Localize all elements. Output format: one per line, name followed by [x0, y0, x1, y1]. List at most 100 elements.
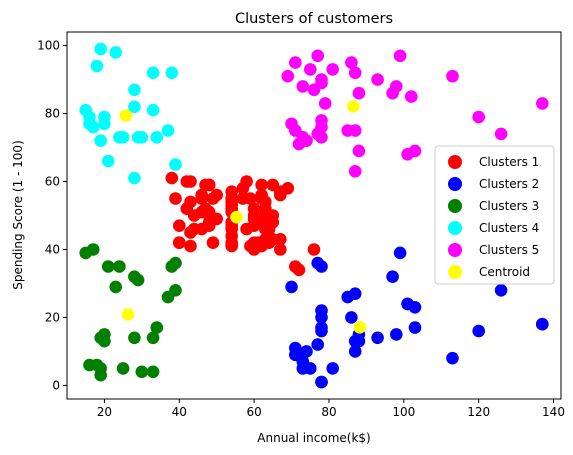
- point-series-5-29: [390, 80, 403, 93]
- point-series-1-40: [225, 185, 238, 198]
- y-tick-label-80: 80: [45, 107, 60, 121]
- point-series-3-18: [146, 331, 160, 345]
- point-series-5-34: [446, 69, 459, 83]
- point-series-2-16: [315, 260, 328, 273]
- point-series-1-29: [210, 188, 223, 202]
- chart-title: Clusters of customers: [235, 11, 393, 27]
- x-tick-label-60: 60: [246, 405, 261, 419]
- point-series-4-5: [94, 134, 107, 147]
- point-series-1-58: [255, 178, 268, 192]
- point-series-3-9: [101, 260, 115, 273]
- legend-marker-6: [448, 265, 462, 279]
- point-series-4-12: [116, 131, 130, 144]
- point-series-2-19: [345, 311, 358, 324]
- point-series-5-24: [348, 66, 362, 80]
- point-series-4-6: [94, 42, 107, 56]
- point-series-5-35: [472, 110, 486, 124]
- point-series-3-11: [113, 260, 126, 273]
- legend-label-6: Centroid: [479, 265, 530, 279]
- point-series-5-11: [311, 49, 325, 63]
- point-series-2-6: [300, 345, 313, 358]
- point-series-4-15: [128, 83, 141, 97]
- point-series-1-28: [210, 212, 223, 226]
- point-series-3-24: [94, 362, 107, 375]
- point-series-4-9: [101, 154, 115, 168]
- legend-marker-4: [448, 221, 462, 235]
- point-series-2-27: [390, 328, 403, 341]
- point-series-2-37: [401, 297, 414, 311]
- point-series-3-12: [116, 362, 130, 375]
- point-series-2-8: [311, 338, 325, 351]
- point-series-3-19: [150, 321, 164, 334]
- point-series-5-1: [281, 69, 295, 83]
- legend-label-2: Clusters 2: [479, 177, 539, 191]
- point-series-2-7: [304, 362, 317, 375]
- point-series-2-12: [315, 311, 328, 324]
- point-series-1-67: [259, 195, 272, 209]
- x-axis: 20 40 60 80 100 120 140: [97, 399, 565, 419]
- legend-marker-2: [448, 177, 462, 191]
- point-series-3-13: [128, 331, 141, 345]
- point-series-5-36: [494, 127, 508, 141]
- point-series-3-17: [146, 365, 160, 379]
- point-series-2-33: [472, 324, 486, 338]
- point-series-5-15: [315, 76, 328, 90]
- point-series-5-19: [326, 63, 340, 76]
- legend-marker-1: [448, 155, 462, 169]
- point-series-5-26: [352, 144, 366, 158]
- point-series-6-1: [230, 210, 243, 224]
- point-series-4-13: [128, 100, 141, 114]
- point-series-2-22: [348, 345, 362, 358]
- point-series-5-33: [408, 144, 422, 158]
- point-series-1-78: [281, 182, 295, 195]
- point-series-2-34: [494, 284, 508, 297]
- point-series-1-9: [184, 175, 197, 188]
- point-series-5-32: [405, 90, 418, 103]
- point-series-3-22: [169, 256, 182, 270]
- legend-label-1: Clusters 1: [479, 155, 539, 169]
- x-tick-label-100: 100: [392, 405, 415, 419]
- point-series-2-28: [393, 246, 407, 260]
- point-series-4-3: [86, 120, 100, 134]
- point-series-5-18: [318, 97, 332, 110]
- y-tick-label-100: 100: [37, 39, 60, 53]
- point-series-3-3: [86, 243, 100, 256]
- point-series-1-2: [169, 192, 182, 205]
- legend: Clusters 1 Clusters 2 Clusters 3 Clusters 4…: [434, 145, 555, 285]
- point-series-5-30: [393, 49, 407, 63]
- point-series-3-10: [109, 280, 122, 294]
- point-series-4-21: [161, 124, 175, 137]
- point-series-1-3: [173, 219, 186, 232]
- point-series-6-5: [119, 109, 133, 122]
- point-series-1-81: [307, 243, 321, 256]
- point-series-5-9: [304, 63, 317, 76]
- x-axis-label: Annual income(k$): [257, 431, 370, 445]
- point-series-1-44: [240, 175, 253, 188]
- point-series-5-6: [296, 80, 310, 93]
- points-layer: [79, 42, 549, 389]
- point-series-2-32: [446, 351, 459, 365]
- point-series-1-27: [206, 236, 220, 249]
- point-series-2-17: [326, 362, 340, 375]
- x-tick-label-80: 80: [321, 405, 336, 419]
- point-series-3-15: [131, 273, 145, 287]
- point-series-3-16: [135, 365, 149, 379]
- point-series-1-17: [195, 192, 208, 205]
- point-series-2-1: [285, 280, 298, 294]
- point-series-1-80: [292, 263, 306, 277]
- point-series-2-25: [371, 331, 384, 345]
- point-series-4-8: [98, 110, 111, 124]
- point-series-2-30: [408, 321, 422, 334]
- point-series-1-24: [202, 178, 216, 192]
- legend-marker-3: [448, 199, 462, 213]
- point-series-4-4: [90, 59, 104, 73]
- y-axis-label: Spending Score (1 - 100): [11, 140, 25, 290]
- point-series-1-74: [274, 233, 287, 246]
- point-series-5-27: [371, 73, 384, 86]
- point-series-4-20: [150, 131, 164, 144]
- y-axis: 0 20 40 60 80 100: [37, 39, 67, 392]
- point-series-5-23: [348, 124, 362, 137]
- point-series-2-13: [315, 324, 328, 338]
- point-series-2-36: [536, 317, 549, 331]
